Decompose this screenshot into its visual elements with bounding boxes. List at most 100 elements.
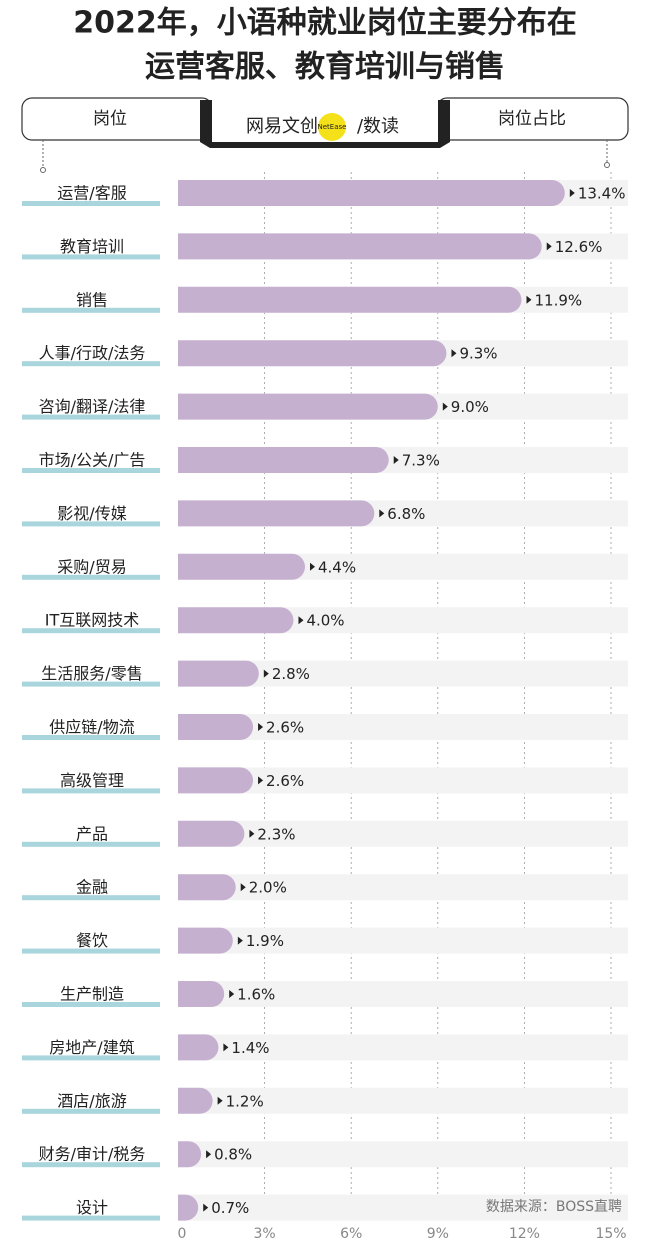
- value-label: 2.6%: [266, 772, 304, 790]
- x-tick-label: 15%: [595, 1226, 626, 1242]
- label-pointer: [263, 669, 269, 678]
- label-underline: [22, 1108, 160, 1114]
- label-underline: [22, 574, 160, 580]
- y-tick-label: 金融: [76, 878, 108, 897]
- value-label: 13.4%: [578, 185, 626, 203]
- bar-track: [178, 874, 628, 901]
- bar: [178, 340, 447, 367]
- bar: [178, 1141, 202, 1168]
- x-tick-label: 12%: [509, 1226, 540, 1242]
- column-header: 岗位占比: [498, 109, 566, 129]
- y-tick-label: 生活服务/零售: [41, 664, 142, 683]
- value-label: 4.0%: [306, 612, 344, 630]
- value-label: 6.8%: [387, 505, 425, 523]
- y-tick-label: 市场/公关/广告: [39, 451, 146, 470]
- label-underline: [22, 414, 160, 420]
- y-tick-label: 产品: [76, 824, 108, 843]
- label-pointer: [203, 1203, 209, 1212]
- value-label: 2.0%: [249, 879, 287, 897]
- bar: [178, 660, 259, 687]
- bar: [178, 607, 294, 634]
- bar: [178, 767, 254, 794]
- label-underline: [22, 361, 160, 367]
- label-pointer: [217, 1096, 223, 1105]
- chart-title: 2022年，小语种就业岗位主要分布在: [73, 6, 577, 41]
- label-underline: [22, 254, 160, 260]
- bar-track: [178, 981, 628, 1007]
- label-underline: [22, 1162, 160, 1168]
- y-tick-label: 人事/行政/法务: [39, 344, 146, 363]
- y-tick-label: 房地产/建筑: [49, 1038, 134, 1057]
- value-label: 11.9%: [535, 291, 583, 309]
- label-pointer: [249, 829, 255, 838]
- y-tick-label: 影视/传媒: [57, 504, 126, 523]
- label-pointer: [298, 616, 304, 625]
- label-underline: [22, 895, 160, 901]
- bar-track: [178, 820, 628, 847]
- y-tick-label: 采购/贸易: [57, 557, 126, 576]
- source-note: 数据来源：BOSS直聘: [486, 1198, 622, 1215]
- y-tick-label: 供应链/物流: [49, 718, 134, 737]
- decor-dot: [40, 167, 46, 173]
- label-underline: [22, 201, 160, 206]
- label-underline: [22, 1055, 160, 1061]
- y-tick-label: 财务/审计/税务: [39, 1145, 146, 1164]
- y-tick-label: 餐饮: [76, 931, 108, 950]
- value-label: 2.6%: [266, 719, 304, 737]
- label-pointer: [206, 1150, 212, 1159]
- label-pointer: [240, 883, 246, 892]
- bar: [178, 1194, 199, 1221]
- logo-text: 网易文创: [246, 116, 318, 137]
- x-tick-label: 9%: [427, 1226, 449, 1242]
- value-label: 1.4%: [231, 1039, 269, 1057]
- bar-track: [178, 927, 628, 954]
- label-pointer: [310, 562, 316, 571]
- label-underline: [22, 841, 160, 847]
- value-label: 1.9%: [246, 932, 284, 950]
- label-pointer: [546, 242, 552, 251]
- value-label: 12.6%: [555, 238, 603, 256]
- value-label: 1.2%: [226, 1092, 264, 1110]
- bar: [178, 874, 236, 901]
- label-pointer: [258, 723, 264, 731]
- label-pointer: [569, 189, 575, 197]
- label-pointer: [393, 456, 399, 464]
- label-pointer: [442, 402, 448, 411]
- value-label: 7.3%: [402, 452, 440, 470]
- decor-dot: [604, 162, 610, 168]
- y-tick-label: 高级管理: [60, 771, 124, 790]
- bar-track: [178, 1141, 628, 1168]
- label-pointer: [379, 509, 385, 518]
- y-tick-label: 咨询/翻译/法律: [39, 397, 146, 416]
- x-tick-label: 6%: [340, 1226, 362, 1242]
- label-underline: [22, 1002, 160, 1007]
- value-label: 4.4%: [318, 558, 356, 576]
- label-pointer: [229, 990, 235, 998]
- bar-track: [178, 1087, 628, 1114]
- label-underline: [22, 735, 160, 740]
- logo-dot: [318, 113, 346, 141]
- logo-text: NetEase: [318, 123, 347, 131]
- label-pointer: [451, 349, 457, 358]
- y-tick-label: 设计: [76, 1198, 108, 1217]
- bar: [178, 820, 245, 847]
- value-label: 2.8%: [272, 665, 310, 683]
- label-underline: [22, 681, 160, 687]
- x-tick-label: 3%: [253, 1226, 275, 1242]
- bar-track: [178, 1034, 628, 1061]
- bar-track: [178, 1194, 628, 1221]
- y-tick-label: 运营/客服: [57, 184, 126, 203]
- logo-text: /数读: [357, 116, 399, 137]
- bar: [178, 714, 254, 740]
- y-tick-label: 生产制造: [60, 985, 124, 1004]
- chart-title: 运营客服、教育培训与销售: [145, 50, 505, 85]
- value-label: 9.3%: [459, 345, 497, 363]
- bar: [178, 286, 522, 313]
- label-pointer: [258, 776, 264, 785]
- bar: [178, 1034, 219, 1061]
- label-pointer: [237, 936, 243, 945]
- bar: [178, 927, 233, 954]
- bar: [178, 553, 306, 580]
- label-underline: [22, 628, 160, 634]
- y-tick-label: IT互联网技术: [45, 611, 140, 630]
